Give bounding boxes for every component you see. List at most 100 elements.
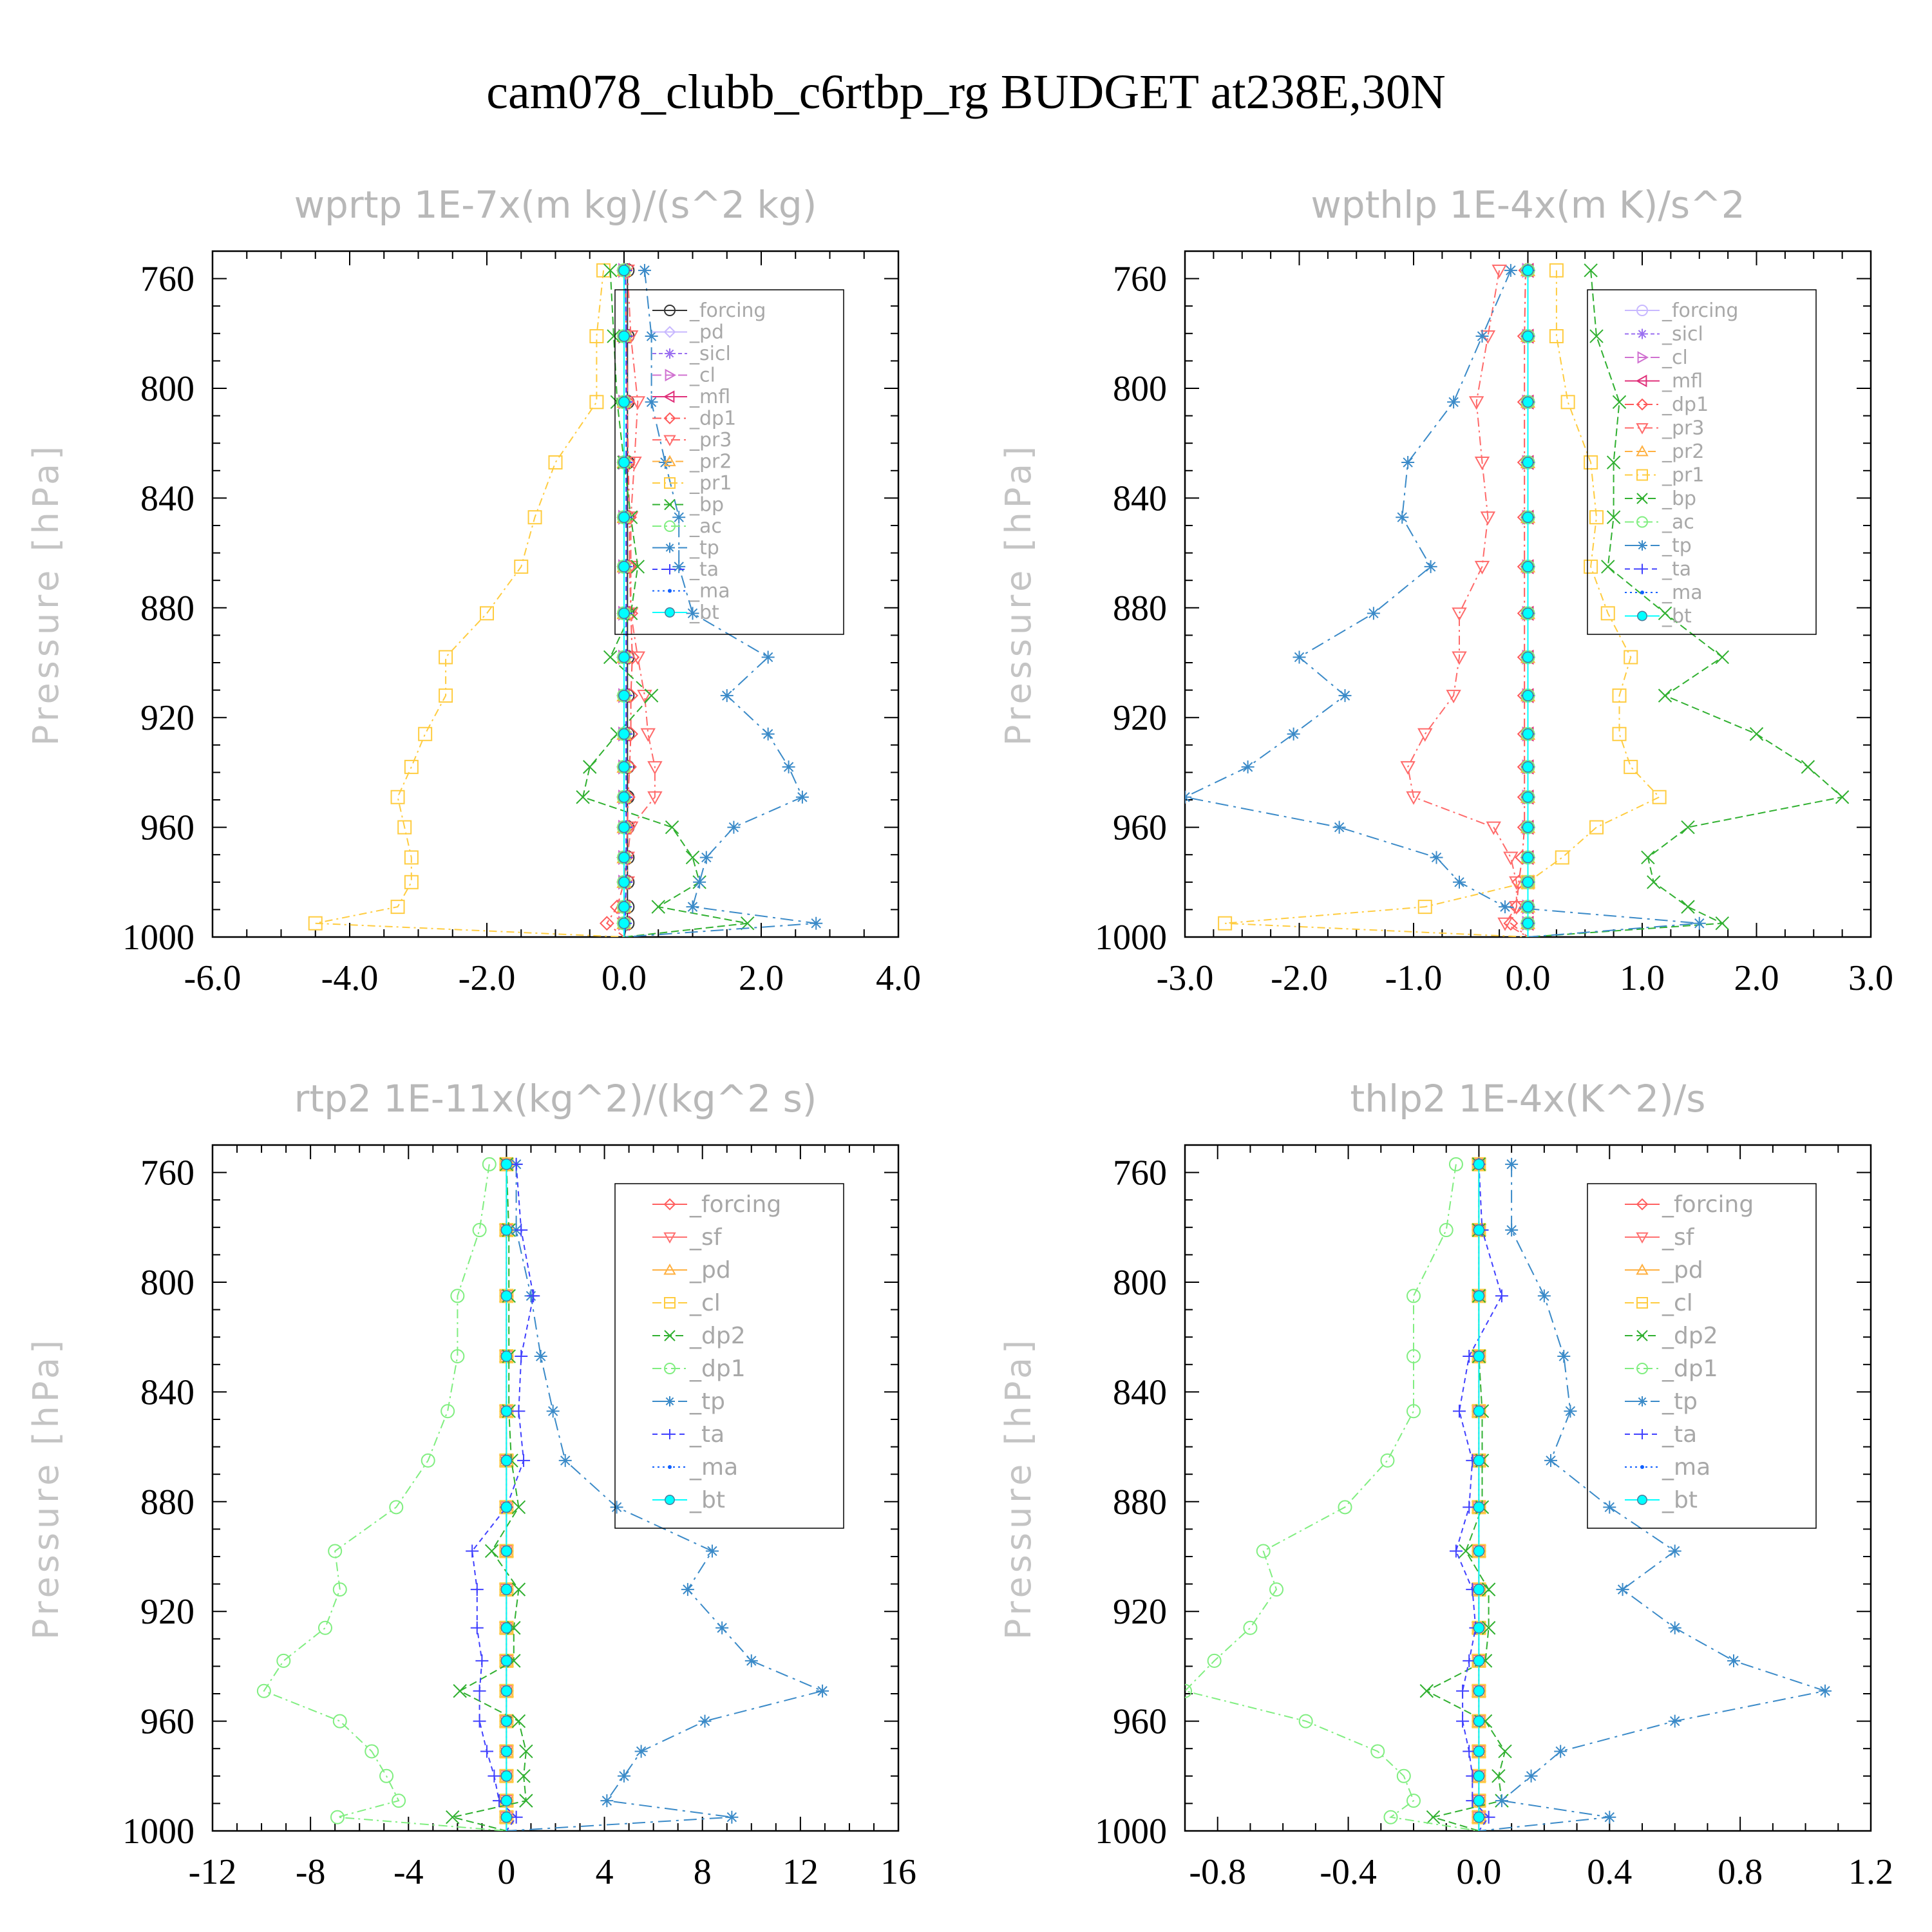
legend-item: _pr1 <box>652 472 732 495</box>
plot-area <box>1185 1156 1832 1831</box>
legend-item: _sf <box>652 1224 723 1251</box>
legend-label: _sf <box>1662 1224 1695 1251</box>
data-point <box>640 728 656 742</box>
y-tick-label: 920 <box>140 698 194 738</box>
data-point <box>618 728 630 740</box>
data-point <box>618 607 630 620</box>
data-point <box>446 1810 460 1824</box>
data-point <box>1715 916 1729 931</box>
plot-frame <box>211 1144 900 1832</box>
data-point <box>1589 510 1604 525</box>
data-point <box>515 1350 528 1363</box>
legend-item: _forcing <box>1625 1191 1754 1218</box>
data-point <box>500 1770 513 1782</box>
legend-box <box>1587 1183 1817 1529</box>
legend-label: _pr3 <box>1662 417 1704 440</box>
data-point <box>576 790 590 804</box>
data-point <box>317 1620 332 1635</box>
legend-label: _ac <box>1662 511 1694 534</box>
data-point <box>404 875 419 889</box>
data-point <box>1459 1544 1473 1558</box>
legend-label: _cl <box>1662 346 1688 369</box>
data-point <box>511 1582 526 1596</box>
data-point <box>1473 1811 1485 1823</box>
data-point <box>1400 761 1416 775</box>
data-point <box>1504 263 1517 277</box>
data-point <box>618 457 630 468</box>
data-point <box>610 1501 623 1514</box>
y-ticks: 760 800 840 880 920 960 1000 <box>1095 251 1871 958</box>
data-point <box>1293 650 1306 664</box>
legend-item: _ta <box>1625 1421 1697 1448</box>
data-point <box>1612 395 1627 410</box>
data-point <box>1486 821 1501 835</box>
legend-item: _cl <box>652 365 715 387</box>
data-point <box>1474 457 1490 471</box>
data-point <box>1652 790 1667 804</box>
data-point <box>1417 900 1432 914</box>
data-point <box>1505 1157 1519 1171</box>
data-point <box>1522 791 1534 803</box>
legend-item: _pr2 <box>1625 440 1704 463</box>
data-point <box>583 760 597 774</box>
data-point <box>1522 821 1534 833</box>
data-point <box>500 1655 513 1667</box>
y-tick-label: 1000 <box>1095 918 1167 958</box>
x-tick-label: 2.0 <box>1734 958 1779 998</box>
data-point <box>1603 1501 1616 1514</box>
x-tick-label: -0.4 <box>1320 1852 1377 1892</box>
data-point <box>1584 455 1598 470</box>
x-tick-label: 0.0 <box>1506 958 1551 998</box>
data-point <box>1647 875 1661 889</box>
legend-box <box>1587 289 1817 635</box>
data-point <box>480 1745 493 1758</box>
data-point <box>1497 917 1513 931</box>
data-point <box>705 1544 719 1558</box>
legend-item: _cl <box>1625 346 1688 369</box>
y-tick-label: 840 <box>1113 478 1167 518</box>
y-tick-label: 840 <box>140 478 194 518</box>
data-point <box>816 1684 829 1698</box>
data-point <box>618 264 630 276</box>
data-point <box>500 1584 513 1595</box>
data-point <box>1473 1455 1485 1466</box>
data-point <box>1406 1404 1421 1419</box>
data-point <box>527 510 542 525</box>
y-tick-label: 960 <box>1113 1702 1167 1742</box>
data-point <box>630 396 645 410</box>
data-point <box>1453 875 1466 889</box>
data-point <box>1406 1349 1421 1364</box>
data-point <box>500 1224 513 1236</box>
data-point <box>1589 329 1604 343</box>
y-tick-label: 800 <box>140 1263 194 1303</box>
y-tick-label: 840 <box>140 1372 194 1412</box>
x-tick-label: 8 <box>694 1852 712 1892</box>
data-point <box>1606 455 1621 469</box>
data-point <box>618 917 630 929</box>
data-point <box>1338 689 1352 703</box>
y-axis-label: Pressure [hPa] <box>26 1336 66 1640</box>
data-point <box>618 851 630 864</box>
data-point <box>618 1769 630 1783</box>
data-point <box>392 1794 406 1808</box>
data-point <box>440 1404 455 1419</box>
x-tick-label: 2.0 <box>739 958 784 998</box>
y-tick-label: 1000 <box>1095 1812 1167 1852</box>
data-point <box>618 791 630 803</box>
data-point <box>1503 851 1519 866</box>
panel-3: rtp2 1E-11x(kg^2)/(kg^2 s) Pressure [hPa]… <box>26 1077 916 1892</box>
data-point <box>1658 688 1672 703</box>
panel-title: rtp2 1E-11x(kg^2)/(kg^2 s) <box>294 1077 817 1121</box>
series-line <box>1407 270 1529 937</box>
x-tick-label: 12 <box>782 1852 819 1892</box>
data-point <box>365 1744 379 1759</box>
data-point <box>589 395 604 410</box>
data-point <box>1406 1794 1421 1808</box>
y-tick-label: 1000 <box>122 918 194 958</box>
data-point <box>1522 761 1534 773</box>
series-tp <box>1185 263 1706 937</box>
legend: _forcing_sicl_cl_mfl_dp1_pr3_pr2_pr1_bp_… <box>1587 289 1817 635</box>
data-point <box>1481 1621 1496 1635</box>
data-point <box>1406 1289 1421 1303</box>
data-point <box>390 900 405 914</box>
